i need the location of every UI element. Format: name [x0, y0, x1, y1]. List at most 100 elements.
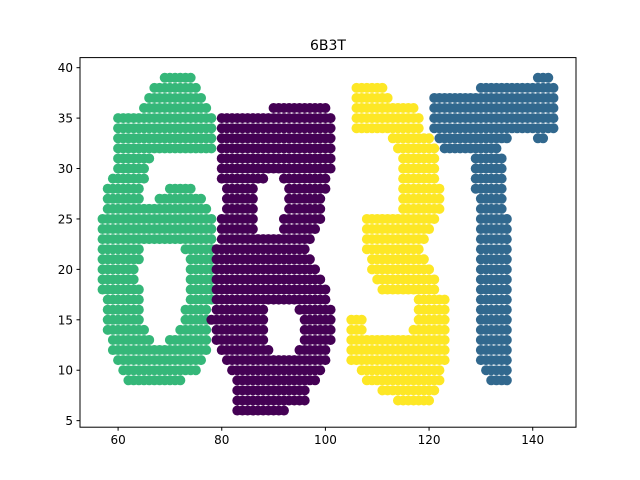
data-point	[201, 203, 212, 214]
data-point	[548, 113, 559, 124]
data-point	[258, 314, 269, 325]
y-axis: 5 10 15 20 25 30 35 40	[58, 61, 80, 428]
y-tick-label: 25	[58, 212, 73, 226]
data-point	[133, 304, 144, 315]
data-point	[548, 123, 559, 134]
plot-frame	[79, 57, 577, 428]
data-point	[496, 163, 507, 174]
data-point	[501, 254, 512, 265]
data-point	[356, 324, 367, 335]
data-point	[439, 324, 450, 335]
data-point	[206, 113, 217, 124]
data-point	[325, 163, 336, 174]
data-point	[501, 375, 512, 386]
data-point	[196, 92, 207, 103]
data-point	[315, 365, 326, 376]
data-point	[496, 193, 507, 204]
data-point	[501, 264, 512, 275]
data-point	[299, 385, 310, 396]
data-point	[258, 173, 269, 184]
data-point	[501, 133, 512, 144]
data-point	[543, 72, 554, 83]
data-point	[206, 123, 217, 134]
data-point	[133, 254, 144, 265]
data-point	[424, 133, 435, 144]
data-point	[325, 143, 336, 154]
data-point	[548, 92, 559, 103]
data-point	[304, 234, 315, 245]
data-point	[491, 143, 502, 154]
data-point	[548, 82, 559, 93]
data-point	[501, 324, 512, 335]
data-point	[434, 193, 445, 204]
data-point	[258, 304, 269, 315]
data-point	[429, 284, 440, 295]
x-tick-label: 120	[418, 433, 441, 447]
x-tick-label: 100	[314, 433, 337, 447]
data-point	[501, 224, 512, 235]
y-tick-label: 40	[58, 61, 73, 75]
data-point	[247, 213, 258, 224]
y-tick-label: 20	[58, 263, 73, 277]
data-point	[429, 274, 440, 285]
data-point	[548, 103, 559, 114]
y-tick-label: 5	[65, 414, 73, 428]
data-point	[185, 72, 196, 83]
data-point	[304, 254, 315, 265]
data-point	[175, 375, 186, 386]
chart-title: 6B3T	[310, 38, 346, 54]
data-point	[206, 213, 217, 224]
data-point	[133, 294, 144, 305]
data-point	[501, 304, 512, 315]
data-point	[139, 324, 150, 335]
data-point	[501, 314, 512, 325]
x-tick-label: 140	[521, 433, 544, 447]
data-point	[190, 365, 201, 376]
data-point	[247, 203, 258, 214]
data-point	[315, 274, 326, 285]
data-point	[206, 133, 217, 144]
data-point	[144, 153, 155, 164]
data-point	[429, 213, 440, 224]
data-point	[434, 375, 445, 386]
data-point	[133, 193, 144, 204]
data-point	[196, 193, 207, 204]
data-point	[315, 203, 326, 214]
data-point	[501, 244, 512, 255]
data-point	[133, 183, 144, 194]
y-tick-label: 30	[58, 162, 73, 176]
data-point	[133, 244, 144, 255]
data-point	[424, 264, 435, 275]
data-point	[408, 103, 419, 114]
data-point	[377, 82, 388, 93]
data-point	[144, 334, 155, 345]
data-point	[206, 224, 217, 235]
data-point	[501, 334, 512, 345]
data-point	[496, 203, 507, 214]
data-point	[315, 213, 326, 224]
data-point	[310, 224, 321, 235]
data-point	[325, 334, 336, 345]
data-point	[439, 304, 450, 315]
data-point	[325, 324, 336, 335]
data-point	[496, 173, 507, 184]
data-point	[424, 395, 435, 406]
data-point	[247, 193, 258, 204]
data-point	[501, 213, 512, 224]
data-point	[501, 365, 512, 376]
data-point	[413, 113, 424, 124]
data-point	[190, 82, 201, 93]
series-2	[346, 82, 450, 406]
data-point	[320, 183, 331, 194]
data-point	[315, 193, 326, 204]
data-point	[325, 304, 336, 315]
x-tick-label: 60	[110, 433, 125, 447]
data-point	[133, 314, 144, 325]
data-point	[139, 163, 150, 174]
data-point	[439, 314, 450, 325]
x-tick-label: 80	[214, 433, 229, 447]
data-point	[501, 234, 512, 245]
data-point	[501, 284, 512, 295]
data-point	[429, 153, 440, 164]
